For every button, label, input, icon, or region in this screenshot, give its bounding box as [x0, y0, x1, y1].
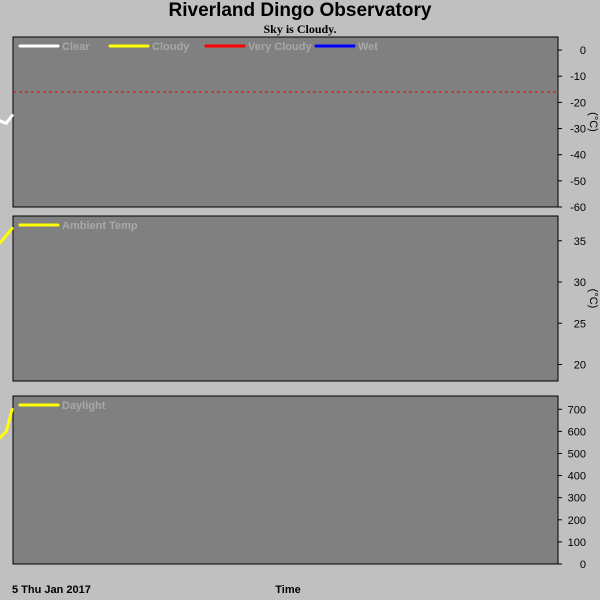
y-tick-label: 700 — [568, 404, 586, 416]
y-tick-label: 0 — [580, 45, 586, 57]
legend-label: Cloudy — [152, 41, 190, 53]
y-tick-label: 200 — [568, 515, 586, 527]
legend-label: Clear — [62, 41, 90, 53]
y-tick-label: 300 — [568, 493, 586, 505]
chart-panel-2: 20 25 30 35 (°C) Ambient Temp — [0, 215, 599, 382]
y-tick-label: 20 — [574, 360, 586, 372]
sky-status: Sky is Cloudy. — [263, 22, 337, 36]
y-tick-label: -30 — [570, 124, 586, 136]
plot-background — [12, 36, 559, 208]
series-line — [0, 114, 14, 125]
legend-label: Ambient Temp — [62, 220, 138, 232]
series-line — [0, 226, 14, 245]
y-tick-label: -10 — [570, 71, 586, 83]
y-tick-label: 100 — [568, 537, 586, 549]
y-tick-label: -40 — [570, 150, 586, 162]
y-axis-label: (°C) — [587, 112, 599, 132]
x-axis-date-label: 5 Thu Jan 2017 — [12, 584, 91, 596]
legend-label: Daylight — [62, 400, 106, 412]
page-title: Riverland Dingo Observatory — [168, 0, 432, 21]
y-tick-label: 0 — [580, 559, 586, 571]
plot-background — [12, 395, 559, 565]
y-tick-label: 35 — [574, 236, 586, 248]
legend-label: Very Cloudy — [248, 41, 312, 53]
x-axis-title: Time — [275, 584, 300, 596]
series-line — [0, 407, 14, 440]
chart-panel-1: 0 -10 -20 -30 -40 -50 -60 (°C) Clear Cloudy Very C… — [0, 36, 599, 214]
y-tick-label: -50 — [570, 176, 586, 188]
plot-background — [12, 215, 559, 382]
legend-label: Wet — [358, 41, 378, 53]
y-tick-label: 30 — [574, 277, 586, 289]
y-axis-label: (°C) — [587, 289, 599, 309]
chart-panel-3: 0 100 200 300 400 500 600 700 Daylight — [0, 395, 586, 571]
y-tick-label: 600 — [568, 426, 586, 438]
y-tick-label: -60 — [570, 202, 586, 214]
y-tick-label: 25 — [574, 318, 586, 330]
y-tick-label: 400 — [568, 471, 586, 483]
y-tick-label: 500 — [568, 448, 586, 460]
y-tick-label: -20 — [570, 97, 586, 109]
